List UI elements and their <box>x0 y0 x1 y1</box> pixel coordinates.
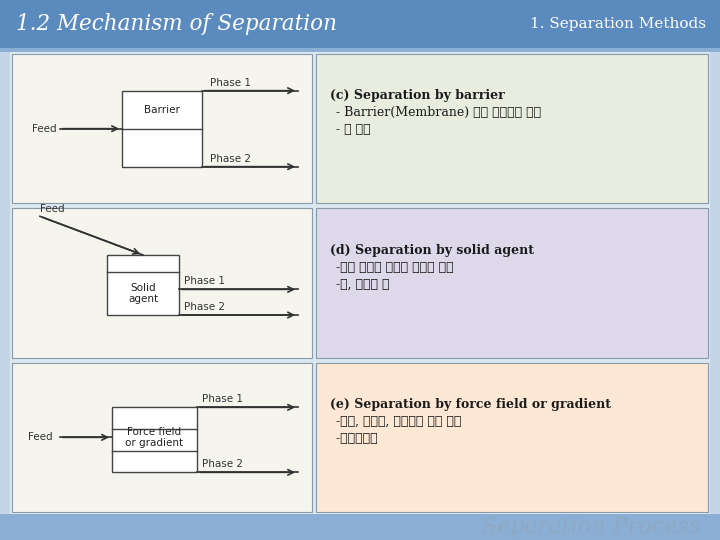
Text: Force field
or gradient: Force field or gradient <box>125 427 184 448</box>
Bar <box>12 208 312 357</box>
Text: Separation Process: Separation Process <box>482 516 700 538</box>
Text: Phase 1: Phase 1 <box>184 276 225 286</box>
Text: Feed: Feed <box>28 433 53 442</box>
Bar <box>316 54 708 204</box>
Bar <box>107 255 179 315</box>
Text: - 막 분리: - 막 분리 <box>332 123 371 136</box>
Text: Phase 2: Phase 2 <box>210 154 251 164</box>
Text: (e) Separation by force field or gradient: (e) Separation by force field or gradien… <box>330 398 611 411</box>
Text: Phase 1: Phase 1 <box>202 394 243 404</box>
Bar <box>0 48 720 52</box>
Text: Phase 2: Phase 2 <box>184 302 225 312</box>
Text: -흡착 성질이 뛰어난 고체를 활용: -흡착 성질이 뛰어난 고체를 활용 <box>332 261 454 274</box>
Text: 1. Separation Methods: 1. Separation Methods <box>530 17 706 31</box>
Bar <box>0 0 720 48</box>
Text: (d) Separation by solid agent: (d) Separation by solid agent <box>330 244 534 256</box>
Bar <box>316 208 708 357</box>
Text: Phase 1: Phase 1 <box>210 78 251 87</box>
Bar <box>112 407 197 472</box>
Bar <box>122 91 202 167</box>
Text: -중력, 원심력, 전자기장 등을 활용: -중력, 원심력, 전자기장 등을 활용 <box>332 415 462 428</box>
Text: Barrier: Barrier <box>144 105 180 114</box>
Bar <box>10 52 710 514</box>
Bar <box>12 363 312 512</box>
Text: - Barrier(Membrane) 등을 이용하여 분리: - Barrier(Membrane) 등을 이용하여 분리 <box>332 106 541 119</box>
Text: Feed: Feed <box>40 204 65 214</box>
Text: Feed: Feed <box>32 124 57 134</box>
Bar <box>316 363 708 512</box>
Bar <box>0 514 720 540</box>
Text: 1.2 Mechanism of Separation: 1.2 Mechanism of Separation <box>16 13 337 35</box>
Text: Solid
agent: Solid agent <box>128 282 158 304</box>
Text: (c) Separation by barrier: (c) Separation by barrier <box>330 89 505 102</box>
Bar <box>12 54 312 204</box>
Text: -숙, 실리카 게: -숙, 실리카 게 <box>332 278 390 291</box>
Text: Phase 2: Phase 2 <box>202 460 243 469</box>
Text: -원심분리기: -원심분리기 <box>332 432 377 445</box>
